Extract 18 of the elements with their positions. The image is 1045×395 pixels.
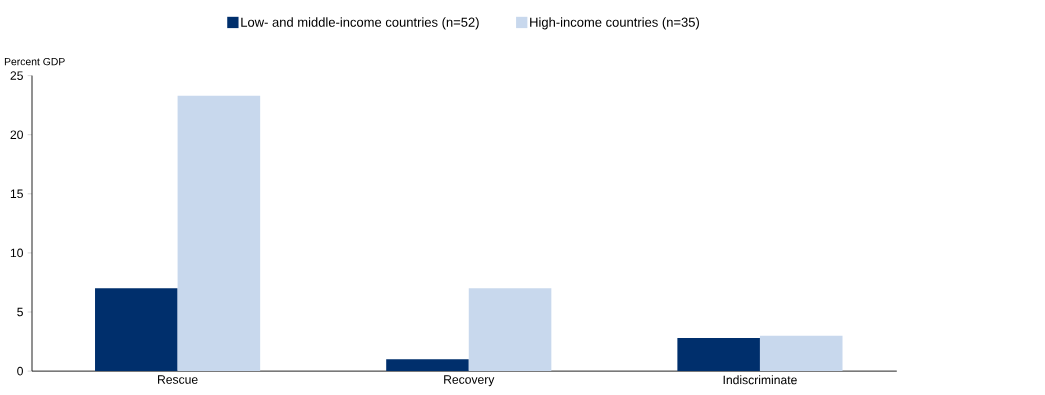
x-tick-label: Rescue [158,375,198,384]
legend-label: High-income countries (n=35) [530,17,699,30]
y-tick-label: 5 [17,307,23,317]
bar [468,288,552,372]
x-tick-label: Recovery [444,375,495,387]
bar [177,95,261,372]
bar [386,359,469,372]
x-tick-label: Indiscriminate [723,375,797,385]
y-tick-label: 15 [10,189,23,199]
y-tick-label: 10 [10,248,23,258]
y-tick-label: 0 [17,367,23,376]
bar [759,335,843,372]
legend-label: Low- and middle-income countries (n=52) [241,17,479,30]
bar [677,338,760,372]
bar [95,288,178,372]
y-tick-label: 20 [10,130,23,140]
y-axis-title: Percent GDP [4,58,65,66]
y-tick-label: 25 [10,71,23,81]
